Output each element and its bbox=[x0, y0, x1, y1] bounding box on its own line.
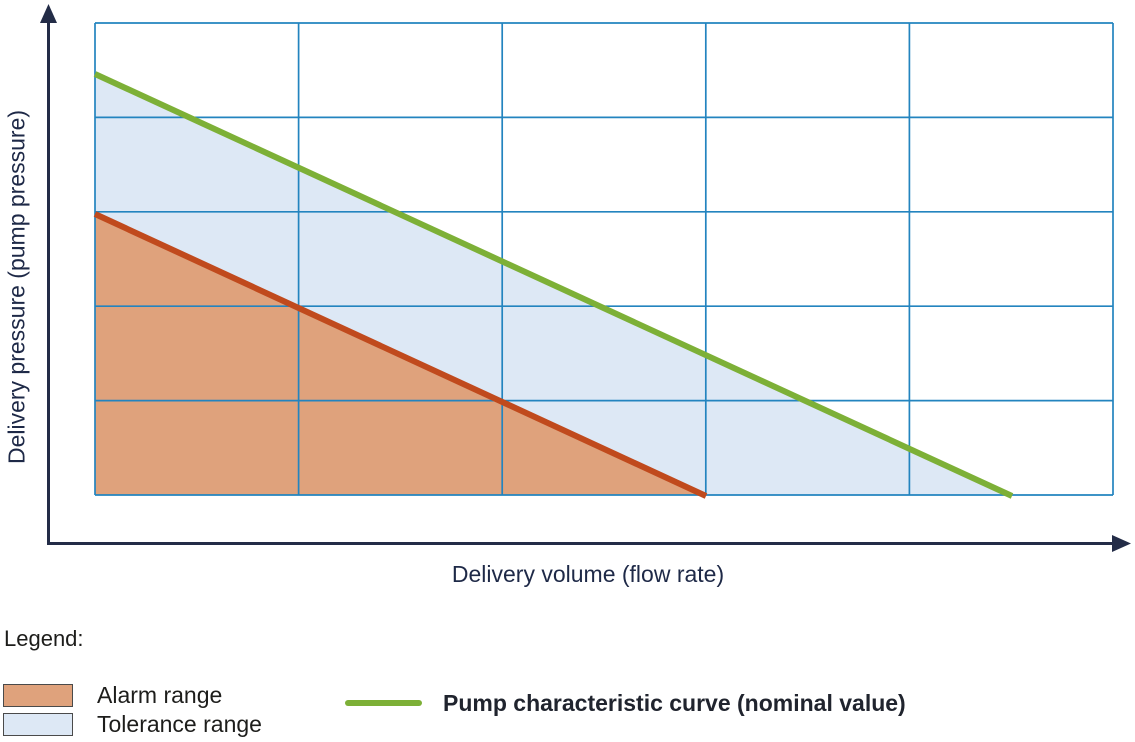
legend-title: Legend: bbox=[4, 626, 84, 651]
grid bbox=[94, 22, 1114, 496]
y-axis-arrowhead bbox=[40, 4, 57, 23]
nominal-curve-label: Pump characteristic curve (nominal value… bbox=[443, 690, 906, 716]
alarm-range-label: Alarm range bbox=[97, 682, 223, 708]
alarm-limit-line bbox=[93, 211, 708, 499]
tolerance-range-swatch bbox=[3, 713, 73, 736]
x-axis-label: Delivery volume (flow rate) bbox=[451, 561, 725, 587]
nominal-curve-swatch-line bbox=[345, 700, 422, 706]
y-axis-label: Delivery pressure (pump pressure) bbox=[3, 109, 30, 465]
axes bbox=[40, 4, 1131, 552]
tolerance-range-label: Tolerance range bbox=[97, 711, 262, 737]
x-axis-arrowhead bbox=[1112, 535, 1131, 552]
alarm-range-swatch bbox=[3, 684, 73, 707]
chart-canvas bbox=[40, 4, 1131, 552]
nominal-curve-line bbox=[93, 71, 1014, 499]
